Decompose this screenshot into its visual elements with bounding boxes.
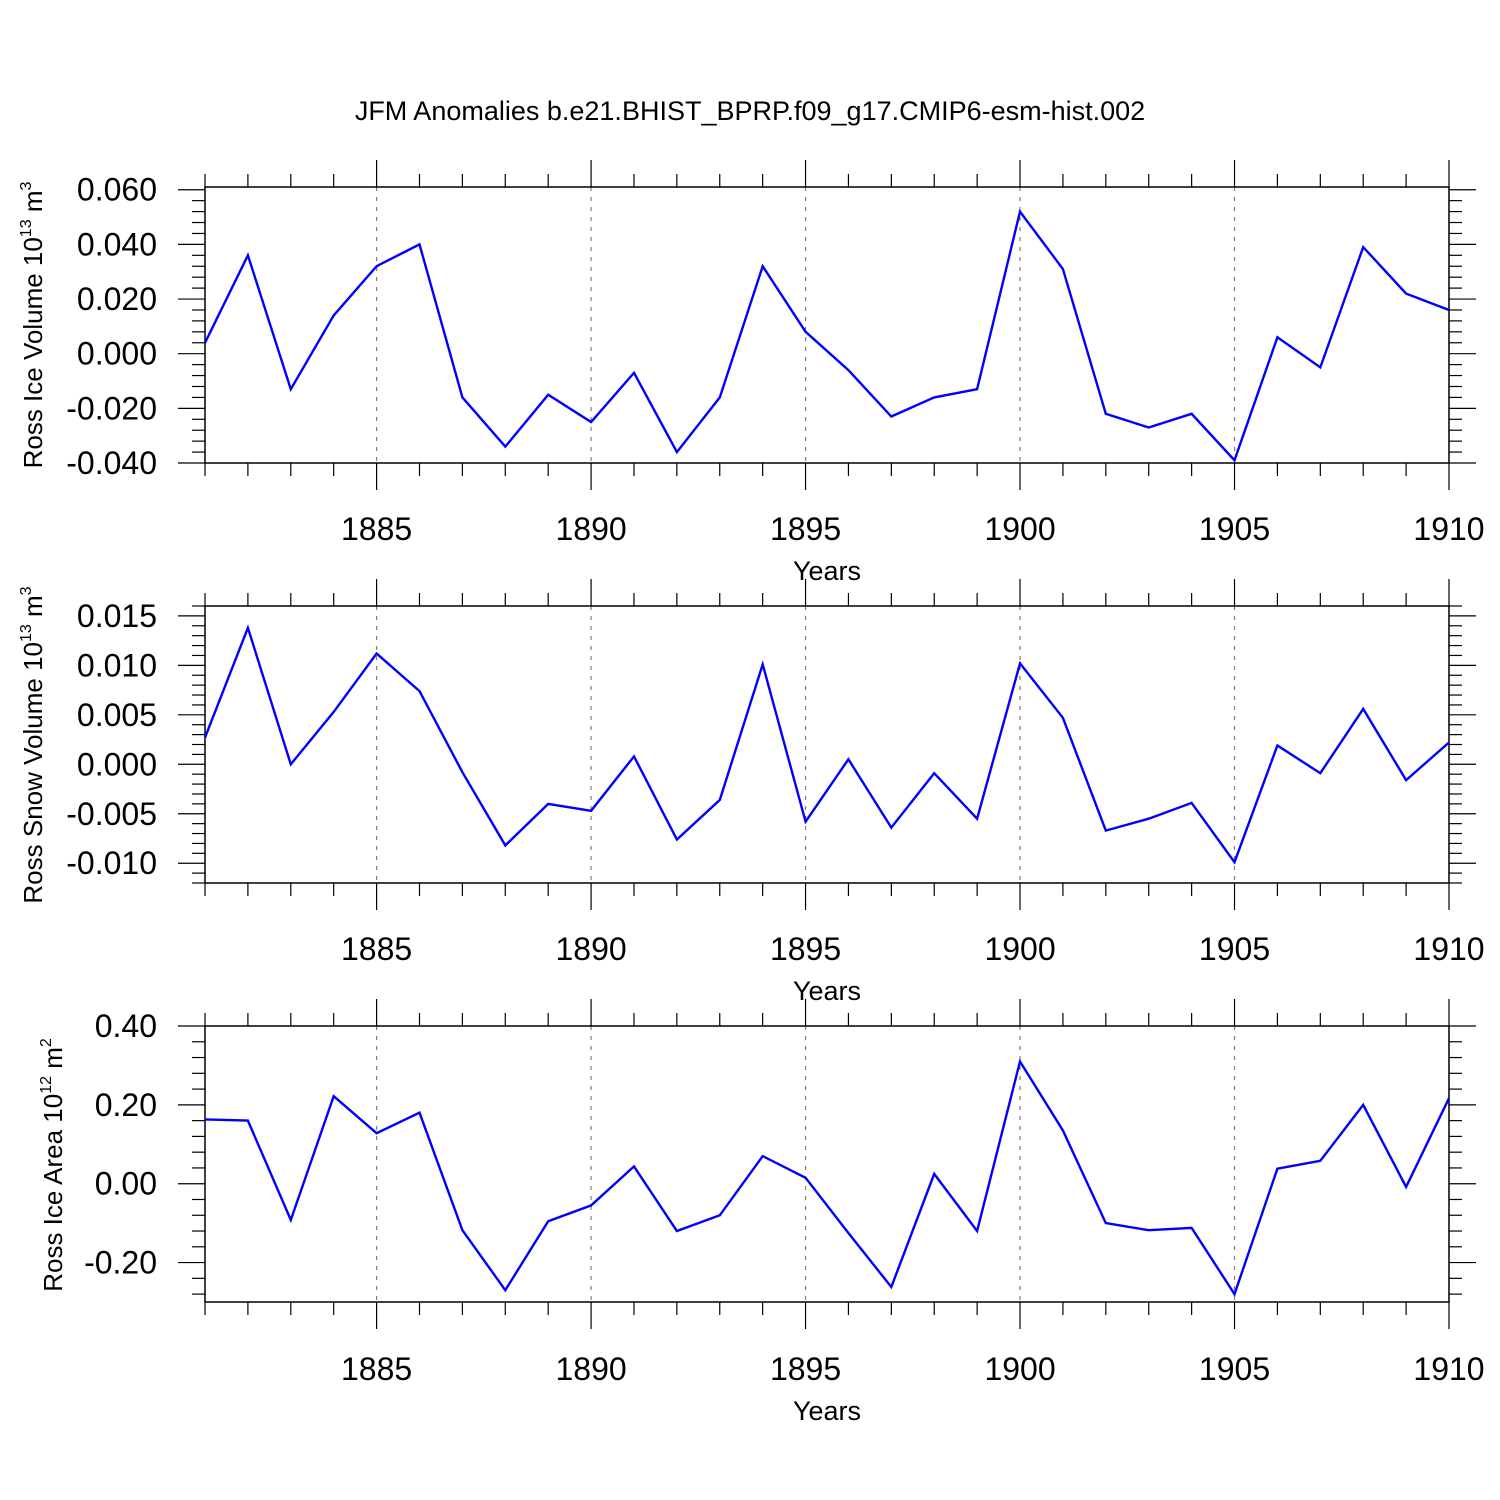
y-tick-label: 0.000 [77, 746, 157, 782]
x-tick-label: 1885 [341, 931, 412, 967]
x-tick-label: 1905 [1199, 1351, 1270, 1387]
x-axis-title: Years [793, 1396, 861, 1426]
x-tick-label: 1895 [770, 931, 841, 967]
y-tick-label: 0.010 [77, 647, 157, 683]
y-tick-label: 0.20 [95, 1087, 157, 1123]
x-tick-label: 1890 [555, 931, 626, 967]
x-axis-title: Years [793, 556, 861, 586]
plot-frame [204, 605, 1450, 884]
plot-frame [204, 1025, 1450, 1303]
series-line [203, 208, 1450, 463]
y-tick-label: 0.060 [77, 172, 157, 208]
x-axis-title: Years [793, 976, 861, 1006]
panel-ice-volume: 0.060 0.040 0.020 0.000 -0.020 -0.040 1885 1890… [18, 160, 1485, 586]
y-axis-title: Ross Ice Volume 1013 m3 [18, 181, 48, 468]
y-tick-label: 0.040 [77, 226, 157, 262]
y-tick-label: 0.40 [95, 1008, 157, 1044]
y-tick-label: -0.20 [84, 1245, 157, 1281]
y-tick-label: 0.00 [95, 1166, 157, 1202]
x-tick-label: 1885 [341, 511, 412, 547]
y-tick-label: 0.005 [77, 697, 157, 733]
panel-snow-volume: 0.015 0.010 0.005 0.000 -0.005 -0.010 1885 1890… [18, 579, 1485, 1006]
x-tick-label: 1910 [1413, 1351, 1484, 1387]
x-tick-label: 1900 [984, 1351, 1055, 1387]
y-tick-label: -0.005 [66, 796, 157, 832]
y-tick-label: 0.015 [77, 598, 157, 634]
x-tick-label: 1910 [1413, 931, 1484, 967]
x-tick-label: 1885 [341, 1351, 412, 1387]
x-tick-label: 1890 [555, 1351, 626, 1387]
series-line [204, 1058, 1451, 1297]
y-axis-title: Ross Ice Area 1012 m2 [38, 1038, 68, 1292]
x-tick-label: 1895 [770, 511, 841, 547]
x-tick-label: 1900 [984, 931, 1055, 967]
y-axis-title: Ross Snow Volume 1013 m3 [18, 586, 48, 903]
y-tick-label: -0.040 [66, 445, 157, 481]
x-tick-label: 1910 [1413, 511, 1484, 547]
x-tick-label: 1890 [555, 511, 626, 547]
x-tick-label: 1905 [1199, 511, 1270, 547]
x-tick-label: 1895 [770, 1351, 841, 1387]
series-line [203, 624, 1450, 865]
y-tick-label: 0.020 [77, 281, 157, 317]
x-tick-label: 1905 [1199, 931, 1270, 967]
chart-title: JFM Anomalies b.e21.BHIST_BPRP.f09_g17.C… [354, 96, 1146, 126]
panel-ice-area: 0.40 0.20 0.00 -0.20 1885 1890 1895 1900 1905 191… [38, 999, 1485, 1426]
y-tick-label: -0.010 [66, 845, 157, 881]
x-tick-label: 1900 [984, 511, 1055, 547]
y-tick-label: 0.000 [77, 336, 157, 372]
plot-frame [204, 186, 1450, 464]
y-tick-label: -0.020 [66, 390, 157, 426]
